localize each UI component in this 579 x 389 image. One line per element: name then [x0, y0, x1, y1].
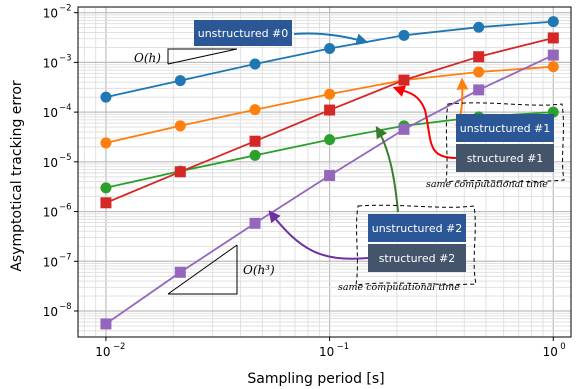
series-0-point [100, 91, 112, 103]
series-4-point [249, 217, 261, 229]
structured-1-label: structured #1 [467, 152, 544, 165]
unstructured-1-label: unstructured #1 [460, 122, 551, 135]
x-tick-exponent: −2 [113, 342, 126, 352]
slope-triangle-order-1 [167, 48, 237, 64]
y-tick-label: 10 [43, 106, 58, 120]
annotation-boxes: unstructured #0 unstructured #1 structured… [194, 20, 565, 286]
dashed-group-1 [445, 102, 565, 183]
arrow-structured-1 [392, 85, 457, 159]
y-tick-label: 10 [43, 7, 58, 21]
dashed-group-2 [355, 204, 477, 286]
series-2-point [100, 182, 112, 194]
series-4-point [174, 266, 186, 278]
y-tick-label: 10 [43, 206, 58, 220]
series-1-point [324, 88, 336, 100]
slope-triangle-order-3 [168, 245, 238, 295]
y-tick-exponent: −3 [59, 53, 72, 63]
slope-triangles [167, 48, 238, 295]
unstructured-2-label: unstructured #2 [372, 222, 463, 235]
y-tick-exponent: −4 [59, 103, 72, 113]
same-time-note-2: same computational time [338, 282, 460, 293]
unstructured-2-box [368, 214, 466, 242]
slope-hypotenuse-order-3 [167, 244, 238, 295]
series-0-point [174, 75, 186, 87]
plot-frame [77, 6, 572, 338]
y-tick-exponent: −5 [59, 153, 72, 163]
series-4-point [100, 318, 112, 330]
series-4-point [398, 123, 410, 135]
y-tick-exponent: −7 [59, 252, 72, 262]
series-1-point [249, 104, 261, 116]
series-1-point [100, 137, 112, 149]
series-4-point [473, 84, 485, 96]
arrow-structured-2 [268, 210, 369, 260]
structured-1-box [456, 144, 554, 172]
series-0-point [249, 58, 261, 70]
series-2-point [249, 149, 261, 161]
series-3-point [174, 166, 186, 178]
y-tick-exponent: −8 [59, 302, 72, 312]
series-4-point [324, 170, 336, 182]
x-tick-label: 10 [95, 345, 110, 359]
series-layer [100, 16, 559, 330]
x-axis-label: Sampling period [s] [247, 371, 384, 387]
x-tick-label: 10 [319, 345, 334, 359]
series-1-point [547, 61, 559, 73]
x-tick-label: 10 [543, 345, 558, 359]
structured-2-label: structured #2 [379, 252, 456, 265]
series-2-point [324, 134, 336, 146]
series-0-point [473, 21, 485, 33]
order-h-label: O(h) [134, 51, 161, 65]
x-tick-exponent: 0 [560, 342, 565, 352]
series-3-point [398, 74, 410, 86]
order-h3-label: O(h³) [243, 263, 275, 277]
unstructured-0-box [194, 20, 292, 46]
series-0-point [547, 16, 559, 28]
y-axis-label: Asymptotical tracking error [9, 80, 25, 272]
series-0-point [324, 43, 336, 55]
series-3-point [547, 32, 559, 44]
series-3-point [100, 197, 112, 209]
same-time-note-1: same computational time [426, 179, 548, 190]
slope-hypotenuse-order-1 [167, 48, 238, 65]
unstructured-1-box [456, 114, 554, 142]
series-3-point [249, 135, 261, 147]
series-3-point [473, 51, 485, 63]
structured-2-box [368, 244, 466, 272]
axis-ticks: 10 −2 10 −1 10 010 −810 −710 −610 −510 −410 −310 −2 [43, 4, 566, 359]
y-tick-exponent: −2 [59, 4, 72, 14]
y-tick-label: 10 [43, 255, 58, 269]
series-1-point [174, 120, 186, 132]
arrow-unstructured-2 [375, 125, 399, 213]
arrow-unstructured-0 [293, 32, 369, 46]
series-0-point [398, 29, 410, 41]
series-4-point [547, 49, 559, 61]
y-tick-label: 10 [43, 56, 58, 70]
x-tick-exponent: −1 [337, 342, 350, 352]
series-3-point [324, 104, 336, 116]
unstructured-0-label: unstructured #0 [198, 27, 289, 40]
series-1-point [473, 66, 485, 78]
y-tick-exponent: −6 [59, 203, 72, 213]
y-tick-label: 10 [43, 305, 58, 319]
y-tick-label: 10 [43, 156, 58, 170]
